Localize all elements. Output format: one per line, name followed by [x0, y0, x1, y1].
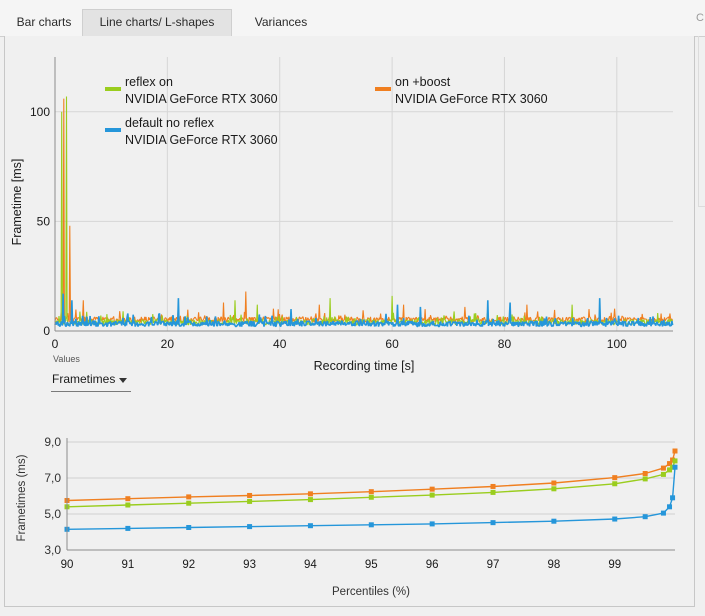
- x-tick-label: 92: [182, 559, 195, 571]
- percentile-series: [64, 448, 678, 532]
- percentile-marker-reflex-on: [667, 467, 673, 473]
- legend-swatch: [105, 128, 121, 132]
- percentile-marker-on-boost: [429, 486, 435, 492]
- percentile-marker-on-boost: [186, 494, 192, 500]
- percentile-marker-reflex-on: [368, 494, 374, 500]
- percentile-marker-default-no-reflex: [429, 521, 435, 527]
- percentile-marker-reflex-on: [247, 498, 253, 504]
- tab-variances[interactable]: Variances: [254, 15, 308, 29]
- x-tick-label: 97: [487, 559, 500, 571]
- y-tick-label: 7,0: [44, 471, 61, 485]
- percentile-axes: 3,0 5,0 7,0 9,0 90 91 92 93 94 95 96 97 98 99 Percenti…: [16, 435, 675, 598]
- percentile-marker-reflex-on: [429, 492, 435, 498]
- side-panel-border: [698, 36, 705, 207]
- percentile-marker-default-no-reflex: [186, 525, 192, 530]
- x-tick-label: 96: [426, 559, 439, 571]
- percentile-marker-reflex-on: [186, 500, 192, 506]
- percentile-marker-on-boost: [642, 471, 648, 476]
- frametime-axes: 0 20 40 60 80 100 0 50 100 Recording time [s] Fram…: [10, 57, 673, 373]
- tab-line-charts[interactable]: Line charts/ L-shapes: [82, 9, 232, 36]
- percentile-marker-on-boost: [551, 480, 557, 486]
- x-axis-title: Percentiles (%): [332, 586, 410, 598]
- y-tick-label: 3,0: [44, 543, 61, 557]
- x-tick-label: 98: [547, 559, 560, 571]
- frametime-series: [54, 96, 674, 328]
- x-tick-label: 80: [498, 337, 512, 351]
- frametime-legend: reflex on NVIDIA GeForce RTX 3060 on +boos…: [105, 75, 548, 147]
- percentile-marker-default-no-reflex: [307, 523, 313, 529]
- x-tick-label: 90: [61, 559, 74, 571]
- legend-entry-gpu: NVIDIA GeForce RTX 3060: [395, 92, 548, 106]
- percentile-marker-on-boost: [612, 475, 618, 481]
- y-axis-title: Frametime [ms]: [10, 159, 24, 246]
- percentile-marker-reflex-on: [642, 476, 648, 482]
- values-label: Values: [53, 354, 80, 364]
- x-axis-title: Recording time [s]: [314, 359, 415, 373]
- percentile-marker-default-no-reflex: [490, 520, 496, 526]
- percentile-marker-on-boost: [247, 492, 253, 498]
- percentile-marker-default-no-reflex: [667, 504, 673, 510]
- percentile-marker-on-boost: [307, 491, 313, 497]
- percentile-marker-reflex-on: [660, 471, 666, 477]
- percentile-marker-default-no-reflex: [642, 514, 648, 520]
- tab-bar: Bar charts Line charts/ L-shapes Varianc…: [0, 0, 705, 37]
- x-tick-label: 0: [52, 337, 59, 351]
- series-line-default-no-reflex: [54, 293, 674, 328]
- percentile-marker-default-no-reflex: [368, 522, 374, 528]
- legend-entry-name: default no reflex: [125, 116, 215, 130]
- percentile-marker-reflex-on: [672, 458, 678, 464]
- percentile-marker-default-no-reflex: [660, 510, 666, 516]
- x-tick-label: 91: [121, 559, 134, 571]
- y-axis-title: Frametimes (ms): [16, 454, 28, 541]
- percentile-marker-default-no-reflex: [670, 495, 676, 501]
- percentile-marker-default-no-reflex: [247, 524, 253, 530]
- percentile-chart: 3,0 5,0 7,0 9,0 90 91 92 93 94 95 96 97 98 99 Percenti…: [16, 435, 678, 598]
- x-tick-label: 20: [161, 337, 175, 351]
- percentile-marker-on-boost: [125, 496, 131, 502]
- percentile-marker-default-no-reflex: [672, 464, 678, 470]
- percentile-marker-default-no-reflex: [612, 516, 618, 522]
- percentile-line-reflex-on: [66, 460, 676, 508]
- x-tick-label: 60: [385, 337, 399, 351]
- legend-swatch: [105, 87, 121, 91]
- percentile-marker-reflex-on: [612, 481, 618, 487]
- percentile-marker-on-boost: [660, 465, 666, 471]
- x-tick-label: 100: [607, 337, 627, 351]
- percentile-marker-reflex-on: [307, 497, 313, 503]
- percentile-marker-reflex-on: [551, 486, 557, 492]
- chevron-down-icon: [119, 378, 127, 383]
- percentile-marker-on-boost: [368, 489, 374, 495]
- percentile-marker-on-boost: [490, 483, 496, 489]
- values-dropdown-text: Frametimes: [52, 372, 116, 386]
- values-dropdown[interactable]: Frametimes: [51, 369, 131, 392]
- frametime-chart: 0 20 40 60 80 100 0 50 100 Recording time [s] Fram…: [10, 57, 674, 373]
- legend-entry-gpu: NVIDIA GeForce RTX 3060: [125, 92, 278, 106]
- x-tick-label: 95: [365, 559, 378, 571]
- y-tick-label: 100: [30, 105, 50, 119]
- percentile-marker-default-no-reflex: [125, 525, 131, 531]
- y-tick-label: 50: [37, 214, 51, 228]
- legend-entry-gpu: NVIDIA GeForce RTX 3060: [125, 133, 278, 147]
- x-tick-label: 99: [608, 559, 621, 571]
- tab-bar-charts[interactable]: Bar charts: [16, 15, 72, 29]
- x-tick-label: 40: [273, 337, 287, 351]
- percentile-marker-on-boost: [672, 448, 678, 454]
- y-tick-label: 9,0: [44, 435, 61, 449]
- percentile-marker-reflex-on: [490, 489, 496, 495]
- side-panel-letter: C: [696, 12, 704, 24]
- series-line-reflex-on: [54, 96, 674, 326]
- legend-entry-name: reflex on: [125, 75, 173, 89]
- legend-swatch: [375, 87, 391, 91]
- x-tick-label: 93: [243, 559, 256, 571]
- percentile-marker-reflex-on: [125, 502, 131, 508]
- x-tick-label: 94: [304, 559, 317, 571]
- y-tick-label: 5,0: [44, 507, 61, 521]
- percentile-marker-on-boost: [667, 461, 673, 467]
- percentile-marker-default-no-reflex: [551, 518, 557, 524]
- y-tick-label: 0: [43, 324, 50, 338]
- legend-entry-name: on +boost: [395, 75, 451, 89]
